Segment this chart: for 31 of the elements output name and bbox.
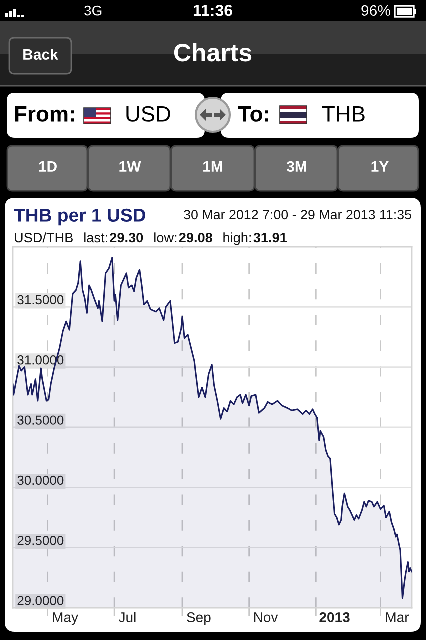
x-tick-label: Mar: [386, 612, 410, 622]
text: high:31.91: [224, 232, 288, 246]
y-tick-label: 30.5000: [18, 416, 64, 425]
text: USD: [126, 106, 170, 122]
x-tick-label: May: [53, 612, 78, 626]
text: last:29.30: [84, 232, 144, 243]
text: To:: [238, 106, 268, 122]
x-tick-label: Sep: [187, 612, 211, 626]
x-tick-label: Nov: [254, 612, 278, 622]
text: USD/THB: [15, 232, 73, 243]
text: 1D: [39, 162, 57, 172]
text: Charts: [174, 43, 252, 62]
text: 1W: [120, 162, 142, 172]
text: 3M: [286, 161, 306, 172]
text: 11:36: [194, 4, 232, 16]
text: 1Y: [372, 162, 389, 172]
y-tick-label: 30.0000: [18, 476, 64, 486]
chart-title: THB per 1 USD: [14, 208, 146, 226]
text: 3G: [84, 6, 102, 16]
y-tick-label: 31.5000: [18, 295, 64, 305]
y-tick-label: 29.5000: [18, 536, 64, 546]
y-tick-label: 29.0000: [18, 596, 64, 606]
text: 96%: [362, 5, 390, 16]
x-tick-label: 2013: [320, 612, 350, 622]
x-tick-label: Jul: [118, 612, 136, 622]
text: From:: [15, 106, 74, 122]
text: Back: [24, 49, 58, 60]
text: 1M: [204, 162, 222, 172]
text: low:29.08: [154, 232, 212, 243]
chart-subtitle: 30 Mar 2012 7:00 - 29 Mar 2013 11:35: [184, 210, 412, 220]
text: THB: [322, 106, 365, 122]
